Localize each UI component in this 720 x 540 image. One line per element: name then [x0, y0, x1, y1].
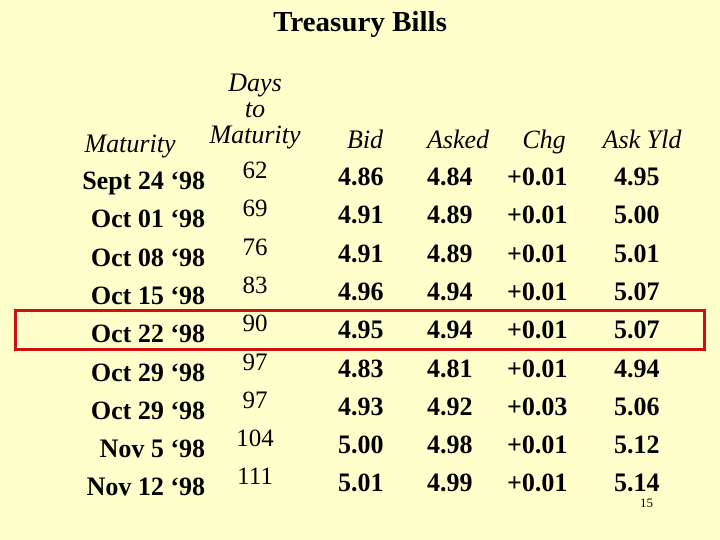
cell-chg: +0.01	[507, 238, 568, 268]
cell-maturity: Sept 24 ‘98	[82, 166, 205, 195]
cell-maturity: Oct 29 ‘98	[90, 395, 205, 425]
cell-bid: 4.95	[338, 315, 384, 345]
cell-chg: +0.03	[507, 391, 568, 421]
cell-chg: +0.01	[507, 468, 568, 498]
cell-bid: 4.83	[338, 353, 384, 383]
header-maturity: Maturity	[84, 129, 176, 158]
cell-bid: 4.86	[338, 162, 384, 191]
cell-asked: 4.94	[427, 315, 473, 345]
cell-askyld: 4.95	[614, 162, 660, 191]
header-days-line1: Days	[228, 68, 282, 97]
header-days-line3: Maturity	[209, 120, 301, 149]
cell-askyld: 4.94	[614, 353, 660, 383]
cell-maturity: Oct 08 ‘98	[90, 242, 205, 272]
cell-chg: +0.01	[507, 276, 568, 306]
cell-maturity: Oct 15 ‘98	[90, 280, 205, 310]
cell-days: 62	[242, 157, 268, 184]
cell-chg: +0.01	[507, 162, 568, 191]
cell-days: 69	[242, 195, 268, 223]
cell-maturity: Nov 5 ‘98	[99, 434, 205, 464]
cell-askyld: 5.07	[614, 276, 660, 306]
cell-days: 97	[242, 348, 268, 376]
cell-bid: 4.96	[338, 276, 384, 306]
cell-maturity: Oct 01 ‘98	[90, 204, 205, 234]
cell-asked: 4.89	[427, 238, 473, 268]
highlight-box	[14, 309, 706, 352]
cell-askyld: 5.01	[614, 238, 660, 268]
cell-days: 111	[237, 463, 273, 491]
cell-asked: 4.98	[427, 430, 473, 460]
page-number: 15	[640, 495, 653, 510]
cell-asked: 4.99	[427, 468, 473, 498]
cell-bid: 4.91	[338, 200, 384, 230]
cell-askyld: 5.06	[614, 391, 660, 421]
cell-asked: 4.92	[427, 391, 473, 421]
cell-asked: 4.89	[427, 200, 473, 230]
cell-days: 104	[236, 425, 274, 453]
header-days-to-maturity: Days to Maturity	[200, 70, 310, 148]
header-asked: Asked	[426, 125, 490, 154]
cell-asked: 4.84	[427, 162, 473, 191]
cell-chg: +0.01	[507, 315, 568, 345]
header-chg: Chg	[522, 125, 566, 154]
header-days-line2: to	[244, 94, 266, 123]
cell-chg: +0.01	[507, 200, 568, 230]
cell-days: 97	[242, 386, 268, 414]
cell-chg: +0.01	[507, 353, 568, 383]
cell-asked: 4.81	[427, 353, 473, 383]
cell-askyld: 5.14	[614, 468, 660, 498]
cell-bid: 5.00	[338, 430, 384, 460]
header-bid: Bid	[346, 125, 384, 154]
cell-maturity: Oct 29 ‘98	[90, 357, 205, 387]
header-askyld: Ask Yld	[602, 125, 682, 154]
cell-askyld: 5.07	[614, 315, 660, 345]
cell-bid: 4.93	[338, 391, 384, 421]
cell-maturity: Oct 22 ‘98	[90, 319, 205, 349]
cell-bid: 4.91	[338, 238, 384, 268]
cell-askyld: 5.12	[614, 430, 660, 460]
cell-bid: 5.01	[338, 468, 384, 498]
cell-days: 76	[242, 233, 268, 261]
cell-chg: +0.01	[507, 430, 568, 460]
cell-days: 90	[242, 310, 268, 338]
cell-asked: 4.94	[427, 276, 473, 306]
cell-maturity: Nov 12 ‘98	[86, 472, 205, 502]
slide-title: Treasury Bills	[273, 6, 447, 38]
cell-days: 83	[242, 271, 268, 299]
cell-askyld: 5.00	[614, 200, 660, 230]
